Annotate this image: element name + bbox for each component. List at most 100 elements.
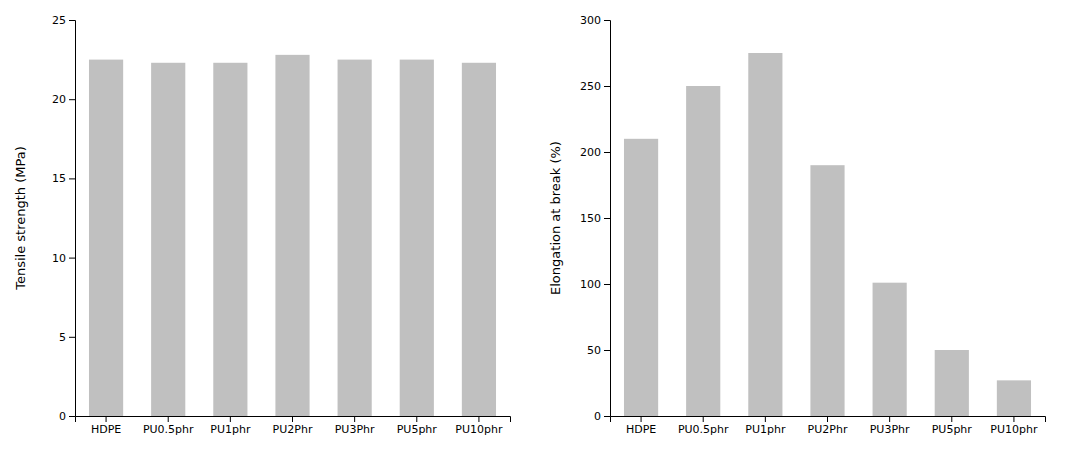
tick-label: PU2Phr bbox=[808, 423, 848, 436]
tick-mark bbox=[604, 218, 610, 219]
y-tick: 150 bbox=[580, 212, 610, 225]
bar bbox=[997, 380, 1031, 416]
tick-label: 0 bbox=[59, 410, 66, 423]
tick-label: 20 bbox=[52, 93, 66, 106]
tick-mark bbox=[951, 416, 952, 422]
tick-mark bbox=[69, 20, 75, 21]
x-axis: HDPEPU0.5phrPU1phrPU2PhrPU3PhrPU5phrPU10… bbox=[76, 416, 511, 436]
axis-title: Tensile strength (MPa) bbox=[13, 146, 28, 291]
panel: HDPE PU0.5phr PU1phr PU2Phr PU3Phr PU5phr PU10… bbox=[548, 14, 1046, 436]
tick-label: HDPE bbox=[91, 423, 121, 436]
y-tick: 100 bbox=[580, 278, 610, 291]
x-tick: PU3Phr bbox=[335, 416, 375, 436]
axis-domain bbox=[604, 21, 611, 417]
tick-label: 200 bbox=[580, 146, 601, 159]
tick-mark bbox=[641, 416, 642, 422]
tick-mark bbox=[69, 258, 75, 259]
x-tick: PU10phr bbox=[455, 416, 503, 436]
tick-label: 150 bbox=[580, 212, 601, 225]
tick-mark bbox=[354, 416, 355, 422]
bar bbox=[400, 60, 434, 416]
tick-label: 5 bbox=[59, 331, 66, 344]
bar bbox=[275, 55, 309, 416]
x-tick: HDPE bbox=[626, 416, 656, 436]
y-tick: 0 bbox=[59, 410, 75, 423]
axis-title: Elongation at break (%) bbox=[548, 141, 563, 295]
y-tick: 300 bbox=[580, 14, 610, 27]
tick-mark bbox=[230, 416, 231, 422]
tick-label: PU10phr bbox=[990, 423, 1038, 436]
x-tick: PU0.5phr bbox=[143, 416, 194, 436]
y-tick: 200 bbox=[580, 146, 610, 159]
chart-root: HDPE PU0.5phr PU1phr PU2Phr PU3Phr PU5phr PU10… bbox=[0, 0, 1070, 461]
tick-label: 50 bbox=[587, 344, 601, 357]
y-tick: 0 bbox=[594, 410, 610, 423]
tick-mark bbox=[604, 416, 610, 417]
x-tick: PU5phr bbox=[932, 416, 973, 436]
tick-mark bbox=[604, 20, 610, 21]
axis-domain bbox=[69, 21, 76, 417]
bar bbox=[810, 165, 844, 416]
tick-label: PU10phr bbox=[455, 423, 503, 436]
tick-label: PU1phr bbox=[745, 423, 786, 436]
y-tick: 15 bbox=[52, 172, 75, 185]
bar bbox=[151, 63, 185, 416]
tick-mark bbox=[478, 416, 479, 422]
tick-label: 250 bbox=[580, 80, 601, 93]
y-tick: 50 bbox=[587, 344, 610, 357]
tick-label: PU3Phr bbox=[335, 423, 375, 436]
tick-mark bbox=[168, 416, 169, 422]
axis-domain bbox=[76, 417, 511, 423]
tick-mark bbox=[416, 416, 417, 422]
x-tick: PU3Phr bbox=[870, 416, 910, 436]
x-axis: HDPE PU0.5phr PU1phr PU2Phr PU3Phr PU5phr PU10… bbox=[611, 416, 1046, 436]
tick-label: 10 bbox=[52, 252, 66, 265]
y-tick: 25 bbox=[52, 14, 75, 27]
bar bbox=[213, 63, 247, 416]
x-tick: PU1phr bbox=[745, 416, 786, 436]
y-axis: 0 5 10 15 20 25 bbox=[52, 14, 76, 423]
bar bbox=[624, 139, 658, 416]
tick-mark bbox=[889, 416, 890, 422]
tick-label: PU3Phr bbox=[870, 423, 910, 436]
tick-mark bbox=[604, 86, 610, 87]
tick-label: PU5phr bbox=[932, 423, 973, 436]
tick-mark bbox=[604, 152, 610, 153]
tick-mark bbox=[292, 416, 293, 422]
tick-mark bbox=[765, 416, 766, 422]
tick-label: PU0.5phr bbox=[143, 423, 194, 436]
x-tick: PU10phr bbox=[990, 416, 1038, 436]
bars bbox=[624, 53, 1031, 416]
bar bbox=[338, 60, 372, 416]
y-tick: 5 bbox=[59, 331, 75, 344]
tick-label: 15 bbox=[52, 172, 66, 185]
tick-mark bbox=[106, 416, 107, 422]
bar bbox=[935, 350, 969, 416]
bar bbox=[873, 283, 907, 416]
x-tick: PU1phr bbox=[210, 416, 251, 436]
bar bbox=[748, 53, 782, 416]
tick-label: PU0.5phr bbox=[678, 423, 729, 436]
tick-mark bbox=[703, 416, 704, 422]
tick-label: 100 bbox=[580, 278, 601, 291]
tick-mark bbox=[69, 337, 75, 338]
x-tick: PU0.5phr bbox=[678, 416, 729, 436]
tick-label: HDPE bbox=[626, 423, 656, 436]
x-tick: HDPE bbox=[91, 416, 121, 436]
x-tick: PU2Phr bbox=[808, 416, 848, 436]
axis-domain bbox=[611, 417, 1046, 423]
tick-mark bbox=[69, 178, 75, 179]
tick-mark bbox=[604, 350, 610, 351]
bar bbox=[462, 63, 496, 416]
x-tick: PU2Phr bbox=[273, 416, 313, 436]
tick-mark bbox=[69, 99, 75, 100]
tick-label: 0 bbox=[594, 410, 601, 423]
y-tick: 10 bbox=[52, 252, 75, 265]
tick-mark bbox=[604, 284, 610, 285]
y-axis: 0 50 100 150 200 250 300 bbox=[580, 14, 611, 423]
tick-label: 25 bbox=[52, 14, 66, 27]
bar bbox=[686, 86, 720, 416]
tick-mark bbox=[827, 416, 828, 422]
tick-label: 300 bbox=[580, 14, 601, 27]
tick-label: PU1phr bbox=[210, 423, 251, 436]
